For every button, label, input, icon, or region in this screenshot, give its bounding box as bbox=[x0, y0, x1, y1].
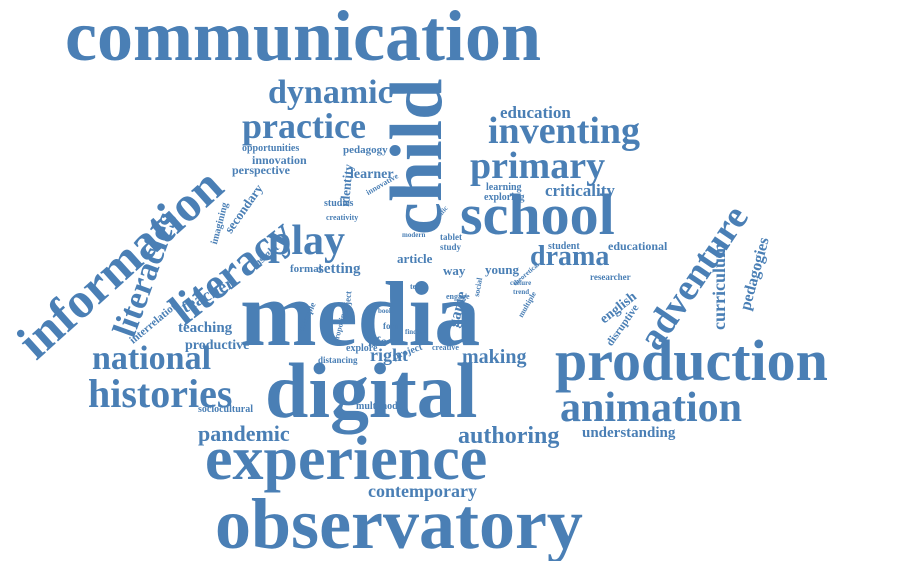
word-practice: practice bbox=[242, 106, 366, 146]
word-learner: learner bbox=[350, 167, 394, 182]
word-pedagogy: pedagogy bbox=[343, 144, 388, 156]
word-school: school bbox=[460, 182, 615, 247]
word-production: production bbox=[555, 328, 828, 393]
word-trend: trend bbox=[513, 288, 530, 296]
word-pandemic: pandemic bbox=[198, 421, 290, 446]
word-sociocultural: sociocultural bbox=[198, 404, 253, 415]
word-learning: learning bbox=[486, 182, 522, 193]
word-dynamic: dynamic bbox=[268, 74, 393, 111]
word-studies: studies bbox=[324, 198, 354, 209]
word-understanding: understanding bbox=[582, 425, 676, 441]
word-form: form bbox=[383, 321, 402, 331]
word-culture: culture bbox=[510, 279, 532, 287]
word-experience: experience bbox=[205, 425, 488, 493]
word-criticality: criticality bbox=[545, 181, 615, 200]
word-text: text bbox=[410, 282, 423, 291]
word-young: young bbox=[485, 262, 519, 277]
word-life: life bbox=[368, 335, 387, 350]
word-creative: creative bbox=[432, 343, 459, 352]
word-student: student bbox=[548, 241, 580, 252]
word-opportunities: opportunities bbox=[242, 143, 300, 154]
word-curriculum: curriculum bbox=[709, 243, 729, 330]
word-observatory: observatory bbox=[215, 484, 583, 561]
word-perspective: perspective bbox=[232, 163, 290, 177]
word-researcher: researcher bbox=[590, 272, 631, 282]
word-drama: drama bbox=[530, 241, 610, 272]
word-play: play bbox=[268, 218, 346, 264]
word-right: right bbox=[370, 345, 408, 365]
word-engage: engage bbox=[446, 292, 470, 301]
word-study: study bbox=[440, 242, 462, 252]
word-modern: modern bbox=[402, 231, 426, 239]
word-digital: digital bbox=[265, 347, 478, 434]
word-tablet: tablet bbox=[440, 232, 462, 242]
word-educational: educational bbox=[608, 239, 668, 253]
word-creativity: creativity bbox=[326, 213, 359, 222]
word-teaching: teaching bbox=[178, 320, 233, 336]
word-pedagogies: pedagogies bbox=[737, 235, 773, 313]
word-national: national bbox=[92, 340, 212, 377]
word-article: article bbox=[397, 251, 433, 266]
word-primary: primary bbox=[470, 145, 606, 187]
word-way: way bbox=[443, 263, 466, 278]
word-inventing: inventing bbox=[488, 110, 641, 152]
word-formal: formal bbox=[290, 263, 322, 275]
word-contemporary: contemporary bbox=[368, 481, 477, 501]
word-book: book bbox=[378, 307, 393, 315]
word-making: making bbox=[462, 346, 527, 368]
word-explore: explore bbox=[346, 343, 378, 354]
word-education: education bbox=[500, 103, 571, 122]
word-innovation: innovation bbox=[252, 153, 307, 167]
word-finding: finding bbox=[405, 328, 427, 336]
word-animation: animation bbox=[560, 385, 743, 431]
word-histories: histories bbox=[88, 371, 233, 416]
word-productive: productive bbox=[185, 338, 250, 353]
word-distancing: distancing bbox=[318, 355, 358, 365]
word-authoring: authoring bbox=[458, 423, 560, 449]
word-communication: communication bbox=[65, 0, 541, 76]
word-media: media bbox=[240, 263, 481, 365]
word-exploring: exploring bbox=[484, 192, 525, 203]
word-multimodal: multimodal bbox=[356, 401, 406, 412]
word-social: social bbox=[472, 277, 485, 298]
word-setting: setting bbox=[318, 261, 361, 277]
